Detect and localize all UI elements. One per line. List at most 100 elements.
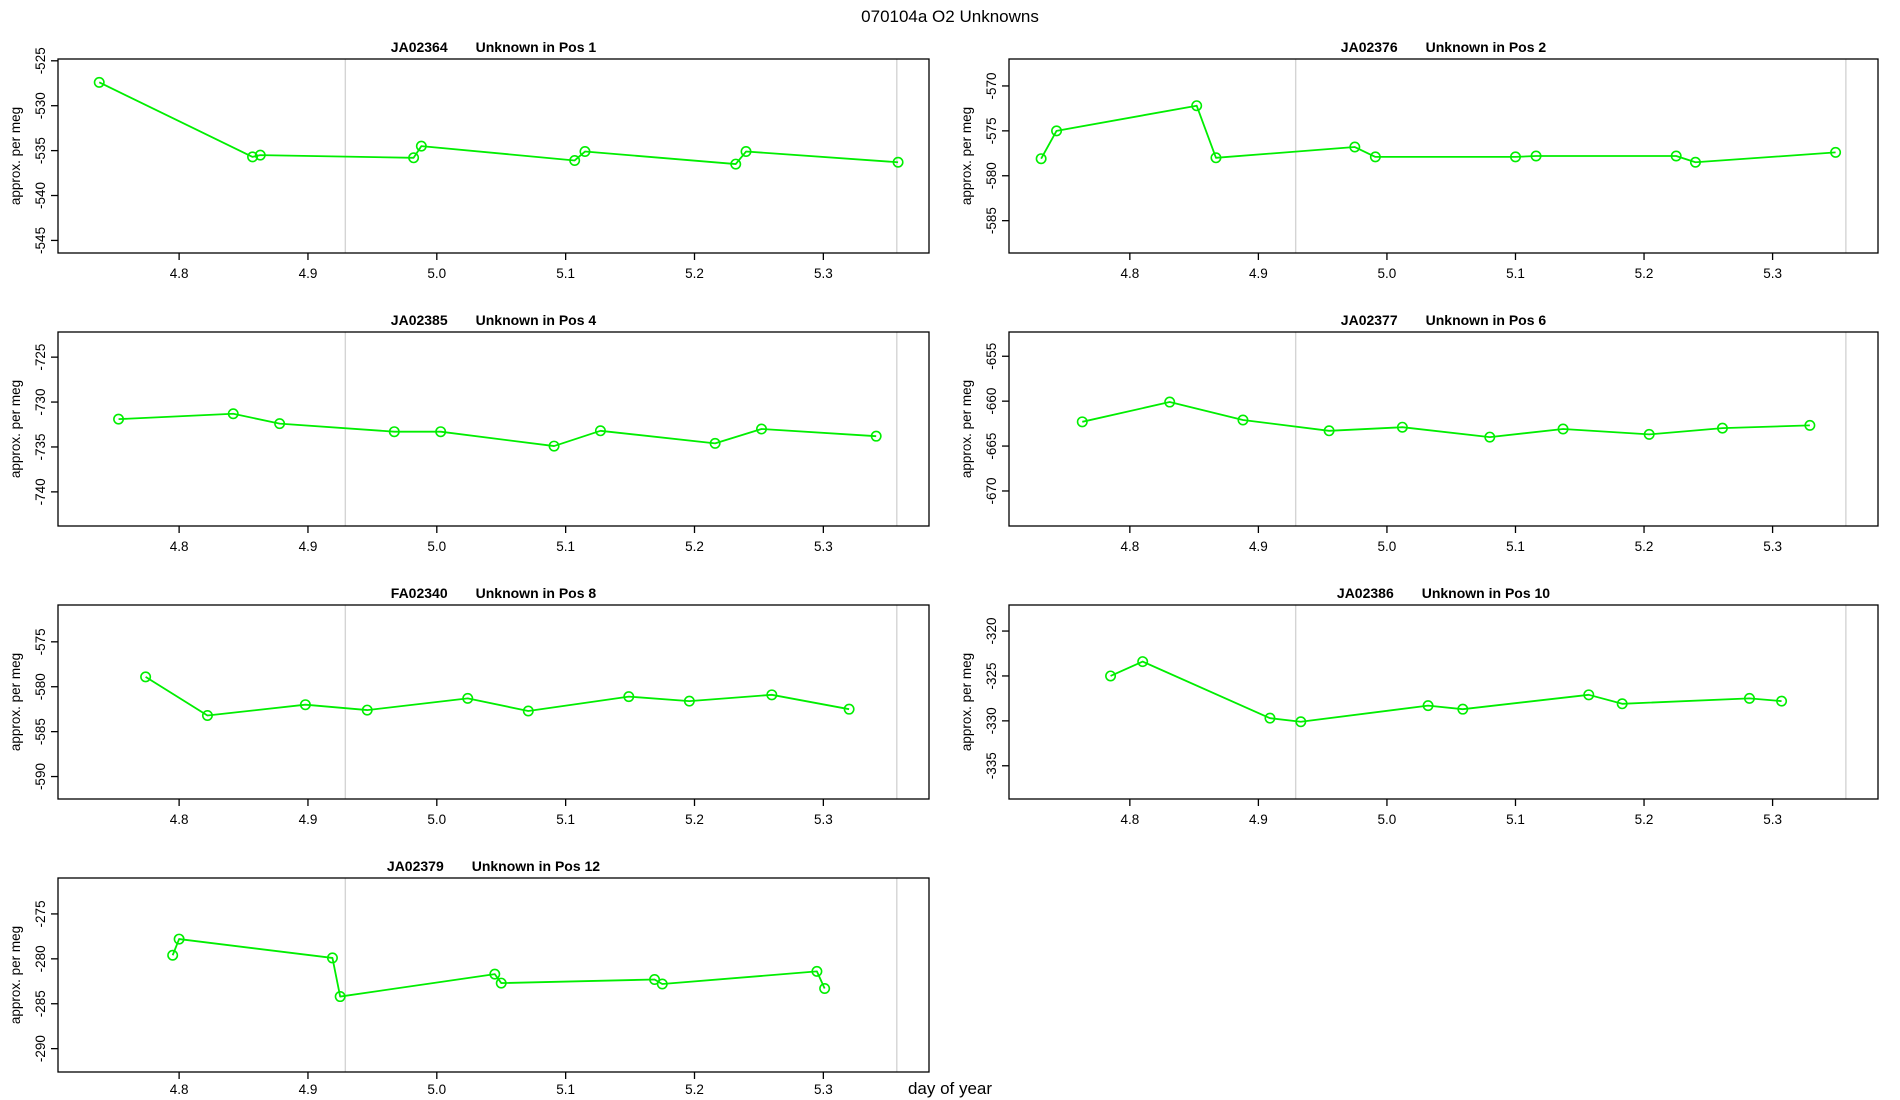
subplot-position-label: Unknown in Pos 8 [476, 585, 597, 601]
data-point-marker [274, 418, 286, 430]
y-tick-label: -735 [33, 433, 48, 460]
x-tick-label: 4.8 [1120, 812, 1139, 827]
data-point-marker [1457, 703, 1469, 715]
subplot-sample-id: JA02364 [391, 39, 448, 55]
y-tick-label: -585 [33, 718, 48, 745]
x-tick-label: 4.9 [299, 812, 318, 827]
data-point-marker [361, 704, 373, 716]
data-point-marker [334, 991, 346, 1003]
data-point-marker [227, 408, 239, 420]
x-tick-label: 5.1 [556, 266, 575, 281]
data-point-marker [113, 413, 125, 425]
subplot-position-label: Unknown in Pos 10 [1422, 585, 1551, 601]
data-point-marker [1557, 423, 1569, 435]
data-point-marker [167, 949, 179, 961]
x-axis-title: day of year [908, 1079, 992, 1098]
x-tick-label: 4.9 [1249, 266, 1268, 281]
data-point-marker [1035, 153, 1047, 165]
y-tick-label: -665 [984, 433, 999, 460]
y-axis-label: approx. per meg [959, 380, 974, 478]
data-point-marker [709, 437, 721, 449]
data-point-marker [1137, 656, 1149, 668]
data-point-marker [299, 699, 311, 711]
data-point-marker [811, 965, 823, 977]
x-tick-label: 5.3 [814, 266, 833, 281]
y-axis-label: approx. per meg [8, 926, 23, 1024]
x-tick-label: 5.2 [1635, 812, 1654, 827]
data-point-marker [1689, 156, 1701, 168]
x-tick-label: 5.0 [427, 1082, 446, 1097]
subplot-FA02340: FA02340 Unknown in Pos 8 4.8 4.9 5.0 5.1 5.2 5.… [8, 585, 930, 827]
x-tick-label: 5.2 [1635, 539, 1654, 554]
data-point-marker [415, 140, 427, 152]
x-tick-label: 5.1 [1506, 812, 1525, 827]
plot-box [1008, 331, 1879, 527]
data-point-marker [1396, 421, 1408, 433]
subplot-position-label: Unknown in Pos 1 [476, 39, 597, 55]
x-tick-label: 5.1 [1506, 266, 1525, 281]
data-point-marker [140, 671, 152, 683]
data-point-marker [326, 952, 338, 964]
data-point-marker [93, 76, 105, 88]
data-point-marker [892, 156, 904, 168]
data-point-marker [1422, 700, 1434, 712]
plot-box [1008, 58, 1879, 254]
data-point-marker [1051, 125, 1063, 137]
subplot-sample-id: JA02385 [391, 312, 448, 328]
y-tick-label: -725 [33, 344, 48, 371]
subplot-JA02385: JA02385 Unknown in Pos 4 4.8 4.9 5.0 5.1 5.2 5.… [8, 312, 930, 554]
x-tick-label: 5.1 [1506, 539, 1525, 554]
data-point-marker [495, 977, 507, 989]
y-axis-label: approx. per meg [8, 380, 23, 478]
data-point-marker [1804, 419, 1816, 431]
series-line [1082, 401, 1810, 438]
subplot-position-label: Unknown in Pos 6 [1426, 312, 1547, 328]
data-point-marker [1670, 150, 1682, 162]
subplot-title: JA02377 Unknown in Pos 6 [1341, 312, 1547, 328]
y-axis-label: approx. per meg [959, 653, 974, 751]
data-point-marker [173, 933, 185, 945]
x-tick-label: 5.0 [427, 812, 446, 827]
y-tick-label: -590 [33, 763, 48, 790]
subplot-title: JA02386 Unknown in Pos 10 [1337, 585, 1550, 601]
x-tick-label: 5.2 [685, 266, 704, 281]
data-point-marker [1323, 425, 1335, 437]
subplot-title: JA02376 Unknown in Pos 2 [1341, 39, 1547, 55]
data-point-marker [462, 692, 474, 704]
data-point-marker [766, 689, 778, 701]
data-point-marker [408, 152, 420, 164]
subplot-title: JA02379 Unknown in Pos 12 [387, 858, 600, 874]
data-point-marker [579, 146, 591, 158]
data-point-marker [1583, 689, 1595, 701]
data-point-marker [1530, 150, 1542, 162]
data-point-marker [1369, 151, 1381, 163]
y-tick-label: -660 [984, 388, 999, 415]
subplot-sample-id: JA02379 [387, 858, 444, 874]
data-point-marker [1237, 414, 1249, 426]
x-tick-label: 5.0 [427, 539, 446, 554]
x-tick-label: 4.8 [170, 266, 189, 281]
data-point-marker [388, 426, 400, 438]
data-point-marker [1616, 698, 1628, 710]
plot-box [57, 604, 930, 800]
y-axis-label: approx. per meg [8, 653, 23, 751]
data-point-marker [1776, 695, 1788, 707]
y-tick-label: -580 [33, 673, 48, 700]
y-tick-label: -670 [984, 477, 999, 504]
subplot-sample-id: JA02386 [1337, 585, 1394, 601]
x-tick-label: 4.9 [299, 539, 318, 554]
subplot-title: FA02340 Unknown in Pos 8 [391, 585, 597, 601]
x-tick-label: 5.3 [1763, 812, 1782, 827]
series-line [171, 938, 826, 998]
data-point-marker [1210, 152, 1222, 164]
y-tick-label: -580 [984, 162, 999, 189]
series-line [145, 676, 850, 717]
data-point-marker [1716, 422, 1728, 434]
data-point-marker [1743, 692, 1755, 704]
subplot-sample-id: JA02376 [1341, 39, 1398, 55]
y-tick-label: -730 [33, 389, 48, 416]
subplot-title: JA02385 Unknown in Pos 4 [391, 312, 597, 328]
plot-box [1008, 604, 1879, 800]
y-tick-label: -585 [984, 207, 999, 234]
series-line [98, 81, 899, 165]
